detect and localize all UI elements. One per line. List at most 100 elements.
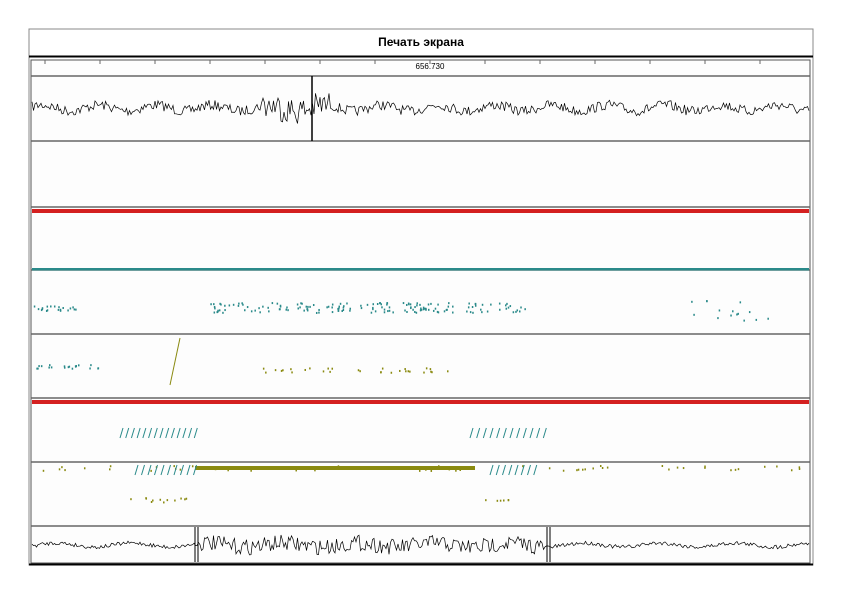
event-mark (474, 303, 477, 306)
event-mark (452, 311, 454, 314)
event-mark (512, 311, 515, 314)
event-mark (71, 367, 74, 370)
event-mark (693, 313, 695, 316)
event-mark (481, 311, 483, 314)
event-mark (222, 311, 224, 314)
event-mark (341, 310, 343, 313)
event-mark (274, 369, 277, 372)
teal-band (32, 268, 809, 271)
event-mark (486, 310, 489, 313)
event-mark (682, 467, 685, 470)
spike-mark (469, 427, 474, 439)
event-mark (406, 303, 408, 306)
event-mark (346, 302, 348, 305)
event-mark (83, 467, 86, 470)
event-mark (388, 309, 391, 312)
event-mark (732, 310, 734, 313)
spike-mark (193, 464, 197, 476)
red-band (32, 400, 809, 404)
event-mark (338, 305, 341, 308)
spike-mark (516, 427, 521, 439)
event-mark (262, 367, 265, 370)
spike-mark (502, 427, 507, 439)
event-mark (342, 309, 345, 312)
event-mark (522, 465, 524, 468)
event-mark (150, 500, 153, 503)
event-mark (798, 467, 801, 470)
spike-mark (176, 427, 181, 439)
event-mark (427, 303, 430, 306)
spike-mark (522, 427, 527, 439)
event-mark (219, 302, 221, 305)
event-mark (295, 469, 297, 472)
event-mark (286, 306, 288, 309)
event-mark (392, 311, 394, 314)
event-mark (548, 467, 551, 470)
event-mark (459, 469, 461, 472)
event-mark (467, 306, 470, 309)
eeg-trace (31, 93, 810, 124)
event-mark (592, 467, 594, 470)
spike-mark (154, 464, 158, 476)
event-mark (207, 467, 210, 470)
event-mark (474, 304, 477, 307)
event-mark (407, 370, 410, 373)
event-mark (524, 308, 526, 311)
event-mark (337, 307, 339, 310)
event-mark (180, 497, 182, 500)
event-mark (45, 309, 48, 312)
event-mark (282, 369, 284, 372)
spike-mark (148, 427, 153, 439)
event-mark (318, 311, 320, 314)
event-mark (78, 364, 80, 367)
event-mark (432, 309, 435, 312)
spike-mark (496, 427, 501, 439)
event-mark (734, 468, 737, 471)
event-mark (62, 307, 64, 310)
spike-mark (167, 464, 171, 476)
event-mark (755, 318, 758, 321)
event-mark (717, 317, 719, 320)
event-mark (496, 499, 499, 502)
event-mark (498, 302, 501, 305)
event-mark (730, 469, 732, 472)
tracks (31, 60, 810, 562)
spike-mark (533, 464, 538, 476)
event-mark (472, 311, 474, 314)
event-mark (338, 307, 340, 310)
spike-mark (180, 464, 184, 476)
event-mark (448, 302, 450, 305)
event-mark (704, 466, 706, 469)
event-mark (343, 305, 345, 308)
event-mark (374, 310, 377, 313)
event-mark (402, 302, 405, 305)
event-mark (372, 308, 374, 311)
event-mark (40, 309, 43, 312)
event-mark (63, 366, 66, 369)
event-mark (331, 303, 334, 306)
spike-mark (542, 427, 547, 439)
event-mark (743, 319, 745, 322)
event-mark (358, 466, 361, 469)
event-mark (97, 367, 99, 370)
event-mark (704, 465, 706, 468)
event-mark (58, 468, 61, 471)
event-mark (250, 469, 252, 472)
event-mark (145, 497, 148, 500)
event-mark (299, 306, 301, 309)
event-mark (109, 468, 111, 471)
event-mark (480, 308, 482, 311)
event-mark (61, 466, 63, 469)
event-mark (337, 465, 340, 468)
event-mark (370, 311, 373, 314)
event-mark (36, 367, 38, 370)
event-mark (739, 301, 742, 304)
event-mark (416, 304, 418, 307)
event-mark (471, 306, 474, 309)
event-mark (425, 308, 427, 311)
event-mark (737, 468, 740, 471)
event-mark (109, 465, 112, 468)
event-mark (668, 468, 670, 471)
